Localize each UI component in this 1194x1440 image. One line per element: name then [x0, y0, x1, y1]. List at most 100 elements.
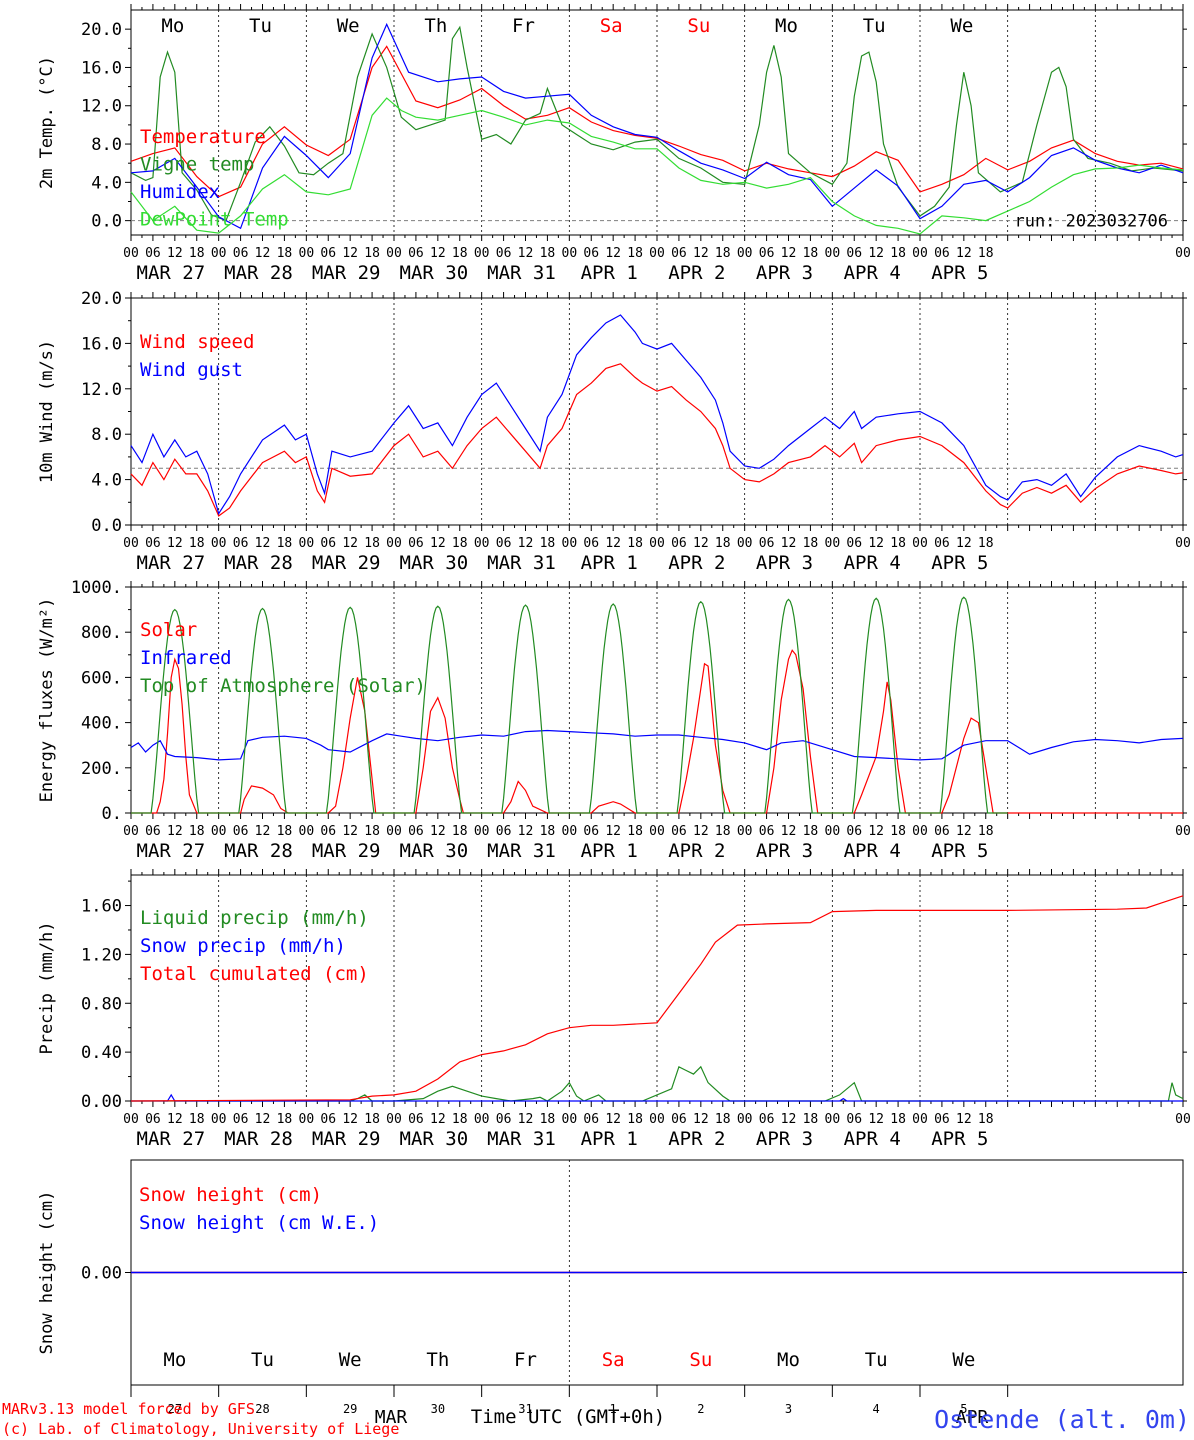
x-hour-label: 00	[825, 536, 841, 551]
x-hour-label: 00	[912, 1112, 928, 1127]
panel-energy: 0. 200. 400. 600. 800. 1000. Energy fluxes (W/…	[37, 578, 1191, 862]
credit-line-1: MARv3.13 model forced by GFS	[2, 1400, 255, 1418]
x-hour-label: 00	[562, 536, 578, 551]
x-hour-label: 00	[386, 536, 402, 551]
y-axis-label: Snow height (cm)	[37, 1191, 57, 1355]
legend-entry: Liquid precip (mm/h)	[140, 907, 369, 929]
x-hour-label: 18	[803, 824, 819, 839]
x-hour-label: 18	[189, 246, 205, 261]
x-hour-label: 06	[233, 536, 249, 551]
x-hour-label: 12	[342, 1112, 358, 1127]
x-date-label: APR 1	[581, 840, 638, 862]
weekday-label: We	[337, 15, 360, 37]
weekday-label: Fr	[512, 15, 535, 37]
x-hour-label: 06	[934, 246, 950, 261]
x-hour-label: 18	[715, 246, 731, 261]
x-hour-label: 12	[167, 536, 183, 551]
x-date-label: APR 5	[931, 262, 988, 284]
x-hour-label: 06	[934, 1112, 950, 1127]
x-hour-label: 12	[167, 824, 183, 839]
x-hour-label: 18	[890, 1112, 906, 1127]
y-tick-label: 0.00	[81, 1092, 122, 1112]
x-date-label: MAR 31	[487, 262, 556, 284]
x-hour-label: 00	[1175, 1112, 1191, 1127]
x-hour-label: 18	[452, 824, 468, 839]
y-axis-label: 10m Wind (m/s)	[37, 340, 57, 483]
x-hour-label: 00	[386, 824, 402, 839]
x-hour-label: 18	[364, 536, 380, 551]
series-line-wind-1	[130, 314, 1184, 516]
series-line-energy-1	[130, 729, 1184, 761]
x-hour-label: 06	[145, 824, 161, 839]
x-hour-label: 12	[605, 536, 621, 551]
x-hour-label: 18	[540, 824, 556, 839]
y-tick-label: 4.0	[91, 471, 122, 491]
day-number-label: 1	[610, 1402, 617, 1416]
x-hour-label: 00	[825, 824, 841, 839]
x-hour-label: 00	[649, 824, 665, 839]
x-date-label: MAR 30	[400, 840, 469, 862]
x-hour-label: 00	[211, 1112, 227, 1127]
x-hour-label: 00	[912, 536, 928, 551]
x-date-label: MAR 27	[137, 262, 206, 284]
x-hour-label: 18	[277, 824, 293, 839]
x-hour-label: 00	[737, 246, 753, 261]
x-hour-label: 00	[649, 246, 665, 261]
x-hour-label: 18	[890, 824, 906, 839]
x-hour-label: 00	[211, 824, 227, 839]
x-hour-label: 00	[386, 246, 402, 261]
x-hour-label: 12	[342, 824, 358, 839]
x-hour-label: 18	[627, 246, 643, 261]
weekday-label: Fr	[514, 1349, 537, 1371]
x-hour-label: 06	[496, 1112, 512, 1127]
series-line-precip-2	[130, 895, 1184, 1102]
x-hour-label: 12	[956, 246, 972, 261]
x-hour-label: 00	[649, 536, 665, 551]
x-hour-label: 00	[562, 1112, 578, 1127]
x-hour-label: 12	[430, 1112, 446, 1127]
x-date-label: APR 1	[581, 552, 638, 574]
x-hour-label: 18	[715, 1112, 731, 1127]
weekday-label: Tu	[249, 15, 272, 37]
x-hour-label: 12	[430, 536, 446, 551]
weekday-label: Su	[687, 15, 710, 37]
x-hour-label: 18	[364, 1112, 380, 1127]
x-hour-label: 06	[583, 246, 599, 261]
y-tick-label: 0.0	[91, 516, 122, 536]
y-tick-label: 600.	[81, 668, 122, 688]
x-hour-label: 06	[759, 536, 775, 551]
x-date-label: MAR 30	[400, 1128, 469, 1150]
x-date-label: APR 2	[668, 552, 725, 574]
x-hour-label: 06	[233, 1112, 249, 1127]
x-hour-label: 06	[671, 246, 687, 261]
x-hour-label: 12	[693, 1112, 709, 1127]
weekday-label: Th	[426, 1349, 449, 1371]
x-hour-label: 06	[583, 824, 599, 839]
y-tick-label: 0.00	[81, 1264, 122, 1284]
x-hour-label: 00	[299, 536, 315, 551]
legend-entry: Snow precip (mm/h)	[140, 935, 346, 957]
x-hour-label: 12	[518, 1112, 534, 1127]
x-hour-label: 06	[408, 824, 424, 839]
x-date-label: MAR 28	[224, 262, 293, 284]
panel-wind: 0.0 4.0 8.0 12.0 16.0 20.0 10m Wind (m/s) 00 06 1…	[37, 289, 1191, 574]
credit-line-2: (c) Lab. of Climatology, University of L…	[2, 1420, 399, 1438]
y-tick-label: 16.0	[81, 334, 122, 354]
weekday-label: We	[339, 1349, 362, 1371]
x-date-label: APR 2	[668, 262, 725, 284]
legend-entry: Top of Atmosphere (Solar)	[140, 675, 426, 697]
x-date-label: MAR 31	[487, 1128, 556, 1150]
x-hour-label: 06	[496, 536, 512, 551]
day-number-label: 5	[960, 1402, 967, 1416]
x-date-label: MAR 27	[137, 840, 206, 862]
x-hour-label: 12	[167, 246, 183, 261]
y-tick-label: 0.40	[81, 1043, 122, 1063]
x-date-label: APR 3	[756, 1128, 813, 1150]
x-hour-label: 18	[277, 246, 293, 261]
plot-frame	[130, 297, 1184, 526]
x-hour-label: 12	[781, 824, 797, 839]
x-hour-label: 12	[693, 536, 709, 551]
x-hour-label: 06	[934, 824, 950, 839]
x-hour-label: 06	[408, 536, 424, 551]
x-hour-label: 06	[233, 824, 249, 839]
